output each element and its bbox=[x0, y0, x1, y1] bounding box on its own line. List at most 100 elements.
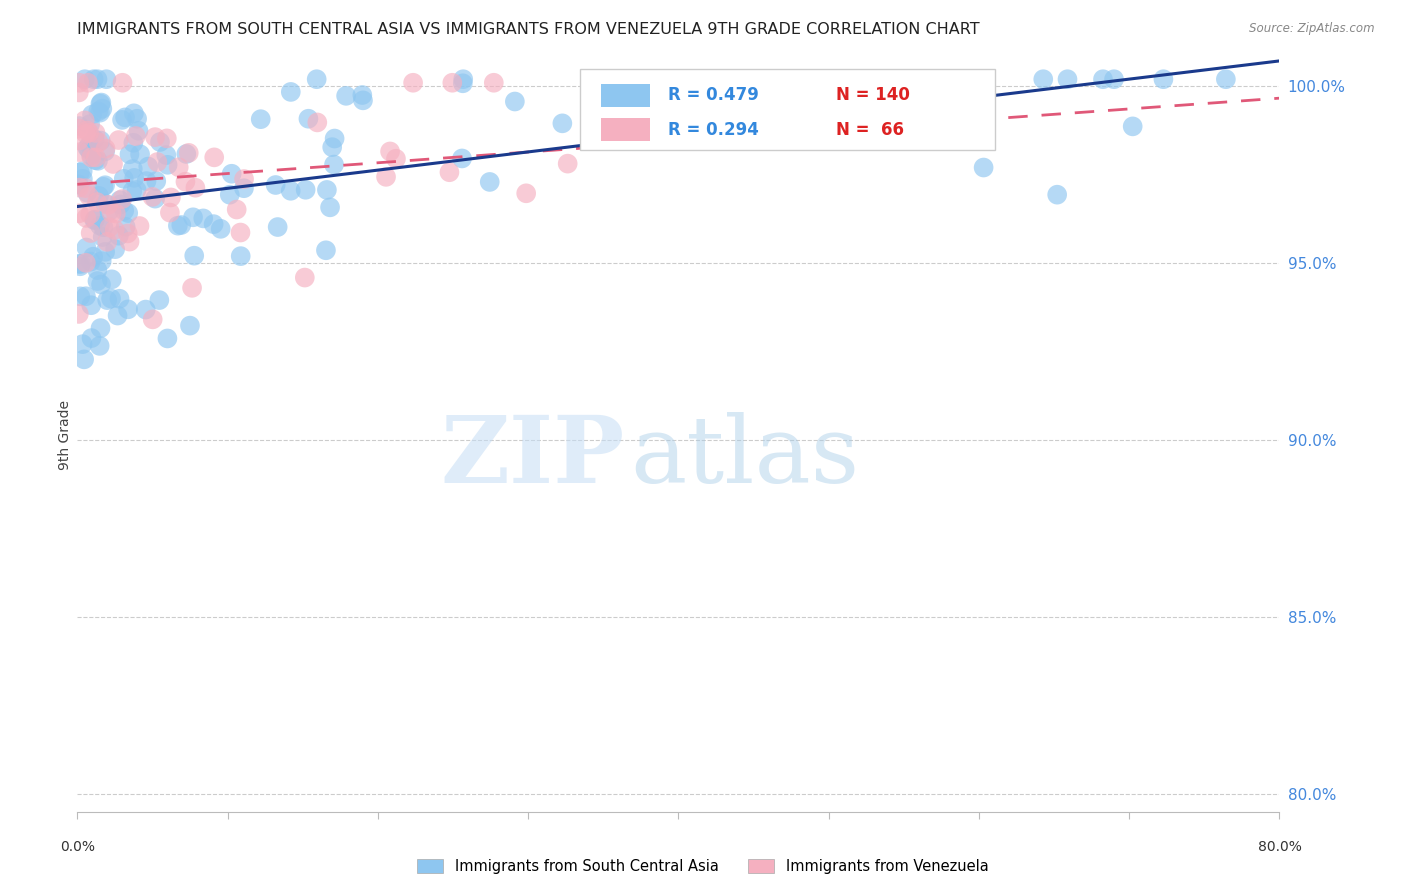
Point bbox=[266, 220, 288, 235]
Point bbox=[156, 158, 179, 172]
Point bbox=[97, 198, 120, 212]
Point bbox=[352, 94, 374, 108]
Point bbox=[67, 86, 90, 100]
Point bbox=[94, 196, 117, 211]
Point bbox=[89, 321, 111, 335]
Point bbox=[73, 113, 96, 128]
Point bbox=[72, 172, 94, 186]
Point bbox=[101, 157, 124, 171]
Point bbox=[233, 172, 256, 186]
Point bbox=[146, 155, 169, 169]
Point bbox=[69, 260, 91, 274]
Point bbox=[451, 72, 474, 87]
Point bbox=[76, 186, 98, 200]
Point bbox=[69, 165, 91, 179]
Point bbox=[1152, 72, 1174, 87]
Point bbox=[156, 131, 179, 145]
Point bbox=[160, 190, 183, 204]
Point bbox=[1046, 187, 1069, 202]
Point bbox=[451, 76, 474, 90]
Point bbox=[117, 302, 139, 317]
Point bbox=[1056, 72, 1078, 87]
Point bbox=[73, 352, 96, 367]
Point bbox=[280, 85, 302, 99]
Point bbox=[229, 226, 252, 240]
Point bbox=[112, 171, 135, 186]
Point bbox=[80, 331, 103, 345]
Point bbox=[79, 207, 101, 221]
Point bbox=[87, 136, 110, 150]
Text: 80.0%: 80.0% bbox=[1257, 840, 1302, 854]
Point bbox=[69, 145, 91, 160]
Point bbox=[94, 145, 117, 159]
Text: R = 0.479: R = 0.479 bbox=[668, 87, 758, 104]
Point bbox=[110, 197, 132, 211]
Point bbox=[167, 219, 190, 233]
Point bbox=[114, 111, 136, 125]
Point bbox=[83, 213, 105, 227]
Point bbox=[149, 135, 172, 149]
Point bbox=[307, 115, 329, 129]
Point bbox=[156, 331, 179, 345]
Point bbox=[170, 218, 193, 232]
Point bbox=[122, 136, 145, 150]
Point bbox=[249, 112, 271, 127]
Point bbox=[93, 220, 115, 235]
Point bbox=[87, 189, 110, 203]
Point bbox=[91, 102, 114, 116]
Point bbox=[67, 307, 90, 321]
Point bbox=[294, 183, 316, 197]
Point bbox=[76, 123, 98, 137]
Point bbox=[76, 141, 98, 155]
Point bbox=[77, 126, 100, 140]
Point bbox=[79, 226, 101, 240]
Point bbox=[104, 223, 127, 237]
Point bbox=[128, 124, 150, 138]
Point bbox=[315, 183, 337, 197]
Point bbox=[75, 256, 97, 270]
Point bbox=[111, 192, 134, 206]
Point bbox=[67, 257, 90, 271]
Point bbox=[80, 298, 103, 312]
Point bbox=[121, 184, 143, 198]
Point bbox=[96, 293, 118, 307]
Point bbox=[94, 244, 117, 259]
Point bbox=[129, 147, 152, 161]
Point bbox=[112, 203, 135, 218]
Text: 0.0%: 0.0% bbox=[60, 840, 94, 854]
Point bbox=[515, 186, 537, 201]
Point bbox=[91, 230, 114, 244]
Point bbox=[84, 126, 107, 140]
Point bbox=[193, 211, 215, 226]
Point bbox=[83, 212, 105, 227]
Point bbox=[90, 254, 112, 268]
Point bbox=[89, 96, 111, 111]
Text: N =  66: N = 66 bbox=[837, 120, 904, 138]
Point bbox=[90, 277, 112, 292]
FancyBboxPatch shape bbox=[602, 118, 650, 141]
Text: atlas: atlas bbox=[630, 412, 859, 502]
Text: ZIP: ZIP bbox=[440, 412, 624, 502]
Point bbox=[159, 205, 181, 219]
Point bbox=[385, 152, 408, 166]
Point bbox=[73, 72, 96, 87]
Point bbox=[264, 178, 287, 192]
Point bbox=[80, 148, 103, 162]
Point bbox=[87, 153, 110, 168]
Point bbox=[67, 119, 90, 133]
Point bbox=[183, 249, 205, 263]
Point bbox=[67, 206, 90, 220]
Point bbox=[148, 293, 170, 307]
Point bbox=[114, 219, 136, 234]
Point bbox=[89, 105, 111, 120]
Point bbox=[128, 219, 150, 233]
Point bbox=[176, 147, 198, 161]
Point bbox=[141, 190, 163, 204]
Point bbox=[75, 240, 97, 254]
Legend: Immigrants from South Central Asia, Immigrants from Venezuela: Immigrants from South Central Asia, Immi… bbox=[412, 854, 994, 880]
Point bbox=[482, 76, 505, 90]
Point bbox=[179, 318, 201, 333]
Point bbox=[80, 150, 103, 164]
Point bbox=[117, 227, 139, 241]
Point bbox=[108, 193, 131, 207]
